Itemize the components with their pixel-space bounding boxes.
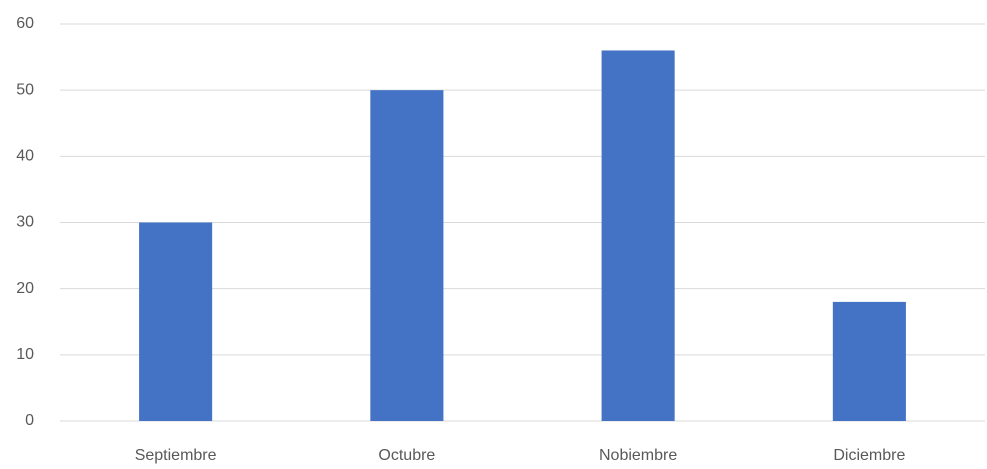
y-tick-label: 60: [16, 15, 34, 32]
bar: [832, 301, 906, 421]
bar: [370, 90, 444, 422]
y-tick-label: 40: [16, 148, 34, 165]
y-tick-label: 0: [25, 412, 34, 429]
y-tick-label: 20: [16, 280, 34, 297]
x-tick-label: Septiembre: [135, 447, 217, 464]
y-tick-label: 10: [16, 346, 34, 363]
bar: [601, 50, 675, 421]
y-tick-label: 50: [16, 81, 34, 98]
y-tick-label: 30: [16, 214, 34, 231]
x-tick-label: Octubre: [378, 447, 435, 464]
x-tick-label: Diciembre: [833, 447, 905, 464]
x-tick-label: Nobiembre: [599, 447, 677, 464]
bar: [139, 222, 213, 421]
